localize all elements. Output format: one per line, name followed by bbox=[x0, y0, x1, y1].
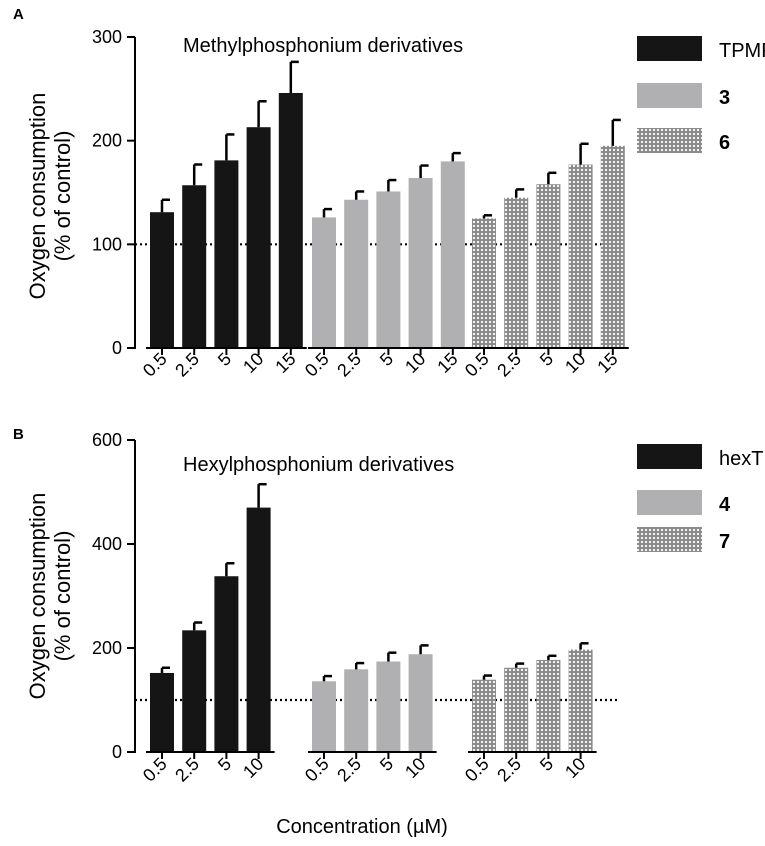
x-tick-label: 10 bbox=[561, 349, 589, 377]
bar bbox=[312, 681, 336, 752]
legend-label: 4 bbox=[719, 494, 731, 516]
panel-letter-a: A bbox=[13, 6, 24, 23]
legend-swatch bbox=[637, 490, 702, 515]
bar bbox=[536, 184, 561, 348]
bar bbox=[278, 92, 303, 348]
x-tick-label: 5 bbox=[214, 754, 235, 775]
bar bbox=[408, 177, 433, 348]
x-tick-label: 2.5 bbox=[493, 349, 525, 381]
bar bbox=[182, 185, 207, 348]
x-tick-label: 5 bbox=[376, 349, 397, 370]
x-tick-label: 15 bbox=[271, 349, 299, 377]
bar bbox=[214, 160, 239, 348]
bar bbox=[344, 669, 369, 752]
y-tick-label: 400 bbox=[92, 534, 122, 554]
legend-label: 7 bbox=[719, 531, 730, 553]
y-tick-label: 100 bbox=[92, 234, 122, 254]
y-tick-label: 300 bbox=[92, 27, 122, 47]
x-tick-label: 5 bbox=[214, 349, 235, 370]
x-tick-label: 15 bbox=[593, 349, 621, 377]
legend-label: 6 bbox=[719, 132, 730, 154]
legend-swatch bbox=[637, 527, 702, 552]
y-tick-label: 0 bbox=[112, 742, 122, 762]
y-tick-label: 0 bbox=[112, 338, 122, 358]
bar bbox=[440, 161, 465, 348]
bar bbox=[568, 164, 593, 348]
y-tick-label: 600 bbox=[92, 430, 122, 450]
bar bbox=[344, 199, 369, 348]
chart-title: Methylphosphonium derivatives bbox=[183, 35, 463, 57]
x-tick-label: 15 bbox=[433, 349, 461, 377]
y-tick-label: 200 bbox=[92, 131, 122, 151]
bar bbox=[246, 507, 271, 752]
x-tick-label: 0.5 bbox=[461, 754, 493, 786]
x-tick-label: 10 bbox=[401, 349, 429, 377]
x-tick-label: 2.5 bbox=[171, 754, 203, 786]
panel-letter-b: B bbox=[13, 426, 24, 443]
bar bbox=[408, 654, 433, 752]
legend-swatch bbox=[637, 83, 702, 108]
x-tick-label: 0.5 bbox=[301, 754, 333, 786]
x-tick-label: 2.5 bbox=[493, 754, 525, 786]
y-axis-label: Oxygen consumption bbox=[25, 493, 50, 700]
legend-label: hexTPP bbox=[719, 448, 765, 470]
x-tick-label: 10 bbox=[401, 754, 429, 782]
bar bbox=[568, 649, 593, 752]
legend-label: 3 bbox=[719, 87, 730, 109]
bar bbox=[600, 145, 625, 348]
y-axis-label: Oxygen consumption bbox=[25, 93, 50, 300]
x-tick-label: 0.5 bbox=[461, 349, 493, 381]
bar bbox=[376, 191, 401, 348]
x-tick-label: 10 bbox=[239, 754, 267, 782]
bar bbox=[312, 217, 336, 348]
legend-label: TPMP bbox=[719, 40, 765, 62]
y-axis-label-unit: (% of control) bbox=[50, 131, 75, 262]
chart-title: Hexylphosphonium derivatives bbox=[183, 454, 454, 476]
legend-swatch bbox=[637, 36, 702, 61]
x-tick-label: 0.5 bbox=[301, 349, 333, 381]
x-tick-label: 10 bbox=[561, 754, 589, 782]
x-tick-label: 5 bbox=[536, 349, 557, 370]
x-tick-label: 2.5 bbox=[171, 349, 203, 381]
x-tick-label: 5 bbox=[376, 754, 397, 775]
bar bbox=[182, 630, 207, 752]
y-axis-label-unit: (% of control) bbox=[50, 531, 75, 662]
bar bbox=[150, 672, 174, 752]
legend-swatch bbox=[637, 444, 702, 469]
x-axis-label: Concentration (µM) bbox=[276, 816, 448, 838]
x-tick-label: 2.5 bbox=[333, 349, 365, 381]
x-tick-label: 2.5 bbox=[333, 754, 365, 786]
bar bbox=[472, 218, 496, 348]
bar bbox=[472, 679, 496, 752]
bar bbox=[504, 667, 529, 752]
y-tick-label: 200 bbox=[92, 638, 122, 658]
bar bbox=[150, 212, 174, 348]
legend-swatch bbox=[637, 128, 702, 153]
x-tick-label: 0.5 bbox=[139, 754, 171, 786]
bar bbox=[214, 576, 239, 752]
x-tick-label: 10 bbox=[239, 349, 267, 377]
bar bbox=[246, 127, 271, 348]
x-tick-label: 0.5 bbox=[139, 349, 171, 381]
x-tick-label: 5 bbox=[536, 754, 557, 775]
bar bbox=[504, 197, 529, 348]
bar bbox=[376, 661, 401, 752]
bar bbox=[536, 659, 561, 752]
